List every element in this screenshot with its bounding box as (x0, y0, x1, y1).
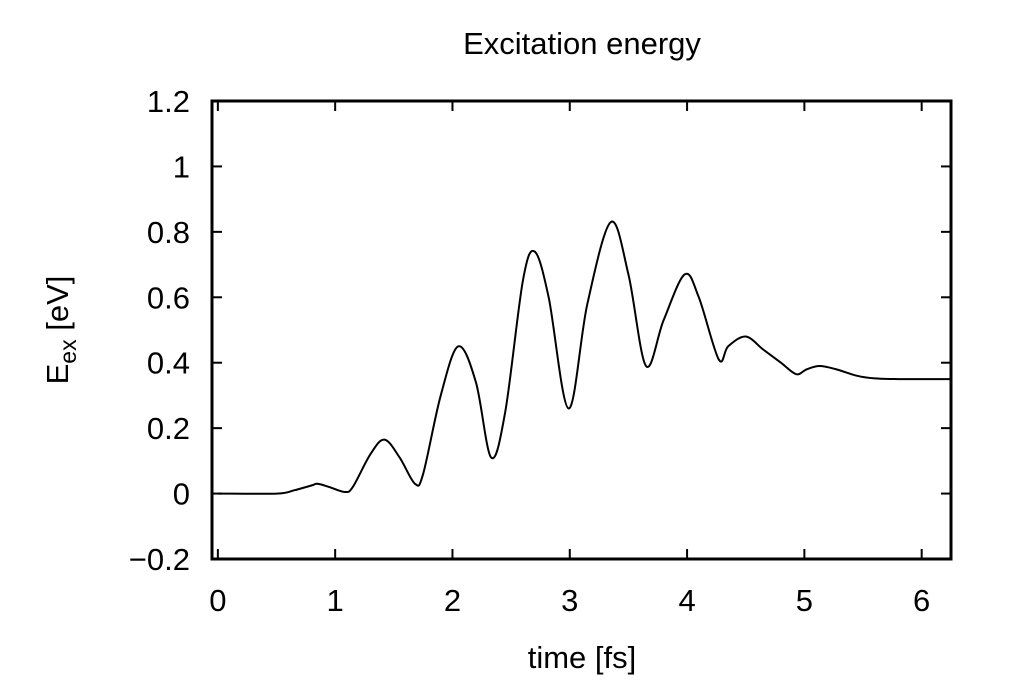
y-axis-label: Eex [eV] (40, 276, 81, 385)
chart-title: Excitation energy (463, 26, 701, 61)
x-tick-label: 2 (444, 583, 461, 618)
y-tick-label: 1.2 (147, 84, 190, 119)
x-tick-label: 6 (913, 583, 930, 618)
y-tick-label: 0.8 (147, 215, 190, 250)
x-axis-label: time [fs] (528, 640, 637, 675)
series-line (217, 220, 951, 495)
x-tick-label: 4 (678, 583, 695, 618)
y-tick-label: 1 (173, 149, 190, 184)
x-tick-label: 1 (327, 583, 344, 618)
y-tick-label: 0.2 (147, 411, 190, 446)
y-tick-label: 0 (173, 477, 190, 512)
x-tick-label: 5 (796, 583, 813, 618)
x-tick-label: 3 (561, 583, 578, 618)
y-axis-label-sub: ex (55, 339, 81, 364)
y-tick-label: 0.4 (147, 346, 190, 381)
y-axis-label-main: E (40, 364, 75, 385)
x-tick-label: 0 (209, 583, 226, 618)
y-tick-label: 0.6 (147, 280, 190, 315)
y-tick-label: −0.2 (129, 542, 190, 577)
y-axis-label-unit: [eV] (40, 276, 75, 340)
plot-frame (210, 99, 953, 561)
